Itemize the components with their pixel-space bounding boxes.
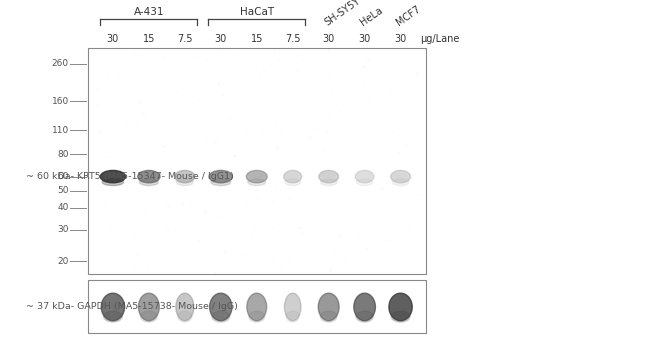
Ellipse shape xyxy=(211,179,231,186)
Ellipse shape xyxy=(320,179,337,186)
Text: 30: 30 xyxy=(57,225,69,234)
Ellipse shape xyxy=(100,170,125,183)
Text: A-431: A-431 xyxy=(134,7,164,17)
Ellipse shape xyxy=(210,293,232,321)
Ellipse shape xyxy=(354,293,376,321)
Text: 30: 30 xyxy=(322,34,335,44)
Ellipse shape xyxy=(320,311,337,322)
Text: SH-SY5Y: SH-SY5Y xyxy=(323,0,362,28)
Ellipse shape xyxy=(323,174,335,177)
Ellipse shape xyxy=(395,174,406,177)
Ellipse shape xyxy=(247,293,266,321)
Text: HeLa: HeLa xyxy=(359,5,385,28)
Text: 20: 20 xyxy=(57,256,69,266)
Ellipse shape xyxy=(176,179,193,186)
Text: MCF7: MCF7 xyxy=(395,4,423,28)
Ellipse shape xyxy=(389,293,412,321)
Ellipse shape xyxy=(176,293,194,321)
Ellipse shape xyxy=(209,170,233,183)
Ellipse shape xyxy=(103,311,122,322)
Ellipse shape xyxy=(138,170,160,183)
Text: 15: 15 xyxy=(250,34,263,44)
Text: ~ 37 kDa- GAPDH (MA5-15738- Mouse / IgG): ~ 37 kDa- GAPDH (MA5-15738- Mouse / IgG) xyxy=(26,302,238,312)
Ellipse shape xyxy=(177,311,192,322)
Text: 60: 60 xyxy=(57,172,69,181)
Ellipse shape xyxy=(142,174,155,177)
Ellipse shape xyxy=(357,179,372,186)
Text: HaCaT: HaCaT xyxy=(240,7,274,17)
Ellipse shape xyxy=(138,293,159,321)
Ellipse shape xyxy=(250,174,263,177)
Text: 30: 30 xyxy=(395,34,407,44)
Ellipse shape xyxy=(359,174,370,177)
Text: 7.5: 7.5 xyxy=(177,34,192,44)
Ellipse shape xyxy=(356,170,374,183)
Ellipse shape xyxy=(102,179,124,186)
Ellipse shape xyxy=(283,170,302,183)
Ellipse shape xyxy=(140,311,157,322)
Text: 30: 30 xyxy=(107,34,119,44)
Text: ~ 60 kDa- KRT5 (MA5-15347- Mouse / IgG1): ~ 60 kDa- KRT5 (MA5-15347- Mouse / IgG1) xyxy=(26,172,234,181)
Text: 160: 160 xyxy=(51,97,69,106)
Ellipse shape xyxy=(139,179,159,186)
Bar xyxy=(88,48,426,274)
Text: 40: 40 xyxy=(57,203,69,212)
Text: 50: 50 xyxy=(57,186,69,195)
Text: 30: 30 xyxy=(359,34,370,44)
Ellipse shape xyxy=(105,174,120,177)
Ellipse shape xyxy=(391,311,410,322)
Ellipse shape xyxy=(214,174,228,177)
Text: μg/Lane: μg/Lane xyxy=(421,34,460,44)
Ellipse shape xyxy=(285,293,301,321)
Ellipse shape xyxy=(212,311,229,322)
Ellipse shape xyxy=(101,293,125,321)
Text: 15: 15 xyxy=(143,34,155,44)
Ellipse shape xyxy=(356,311,373,322)
Ellipse shape xyxy=(179,174,190,177)
Ellipse shape xyxy=(248,179,266,186)
Bar xyxy=(88,280,426,333)
Ellipse shape xyxy=(249,311,265,322)
Ellipse shape xyxy=(285,179,300,186)
Text: 110: 110 xyxy=(51,126,69,134)
Ellipse shape xyxy=(175,170,195,183)
Ellipse shape xyxy=(287,174,298,177)
Text: 260: 260 xyxy=(52,60,69,68)
Ellipse shape xyxy=(391,170,410,183)
Ellipse shape xyxy=(318,293,339,321)
Text: 30: 30 xyxy=(214,34,227,44)
Ellipse shape xyxy=(286,311,299,322)
Text: 80: 80 xyxy=(57,150,69,159)
Ellipse shape xyxy=(318,170,339,183)
Text: 7.5: 7.5 xyxy=(285,34,300,44)
Ellipse shape xyxy=(392,179,409,186)
Ellipse shape xyxy=(246,170,267,183)
